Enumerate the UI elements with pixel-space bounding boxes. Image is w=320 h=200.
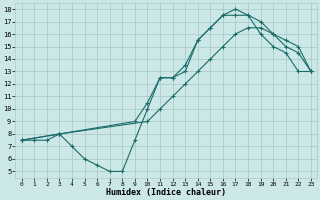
X-axis label: Humidex (Indice chaleur): Humidex (Indice chaleur)	[106, 188, 226, 197]
